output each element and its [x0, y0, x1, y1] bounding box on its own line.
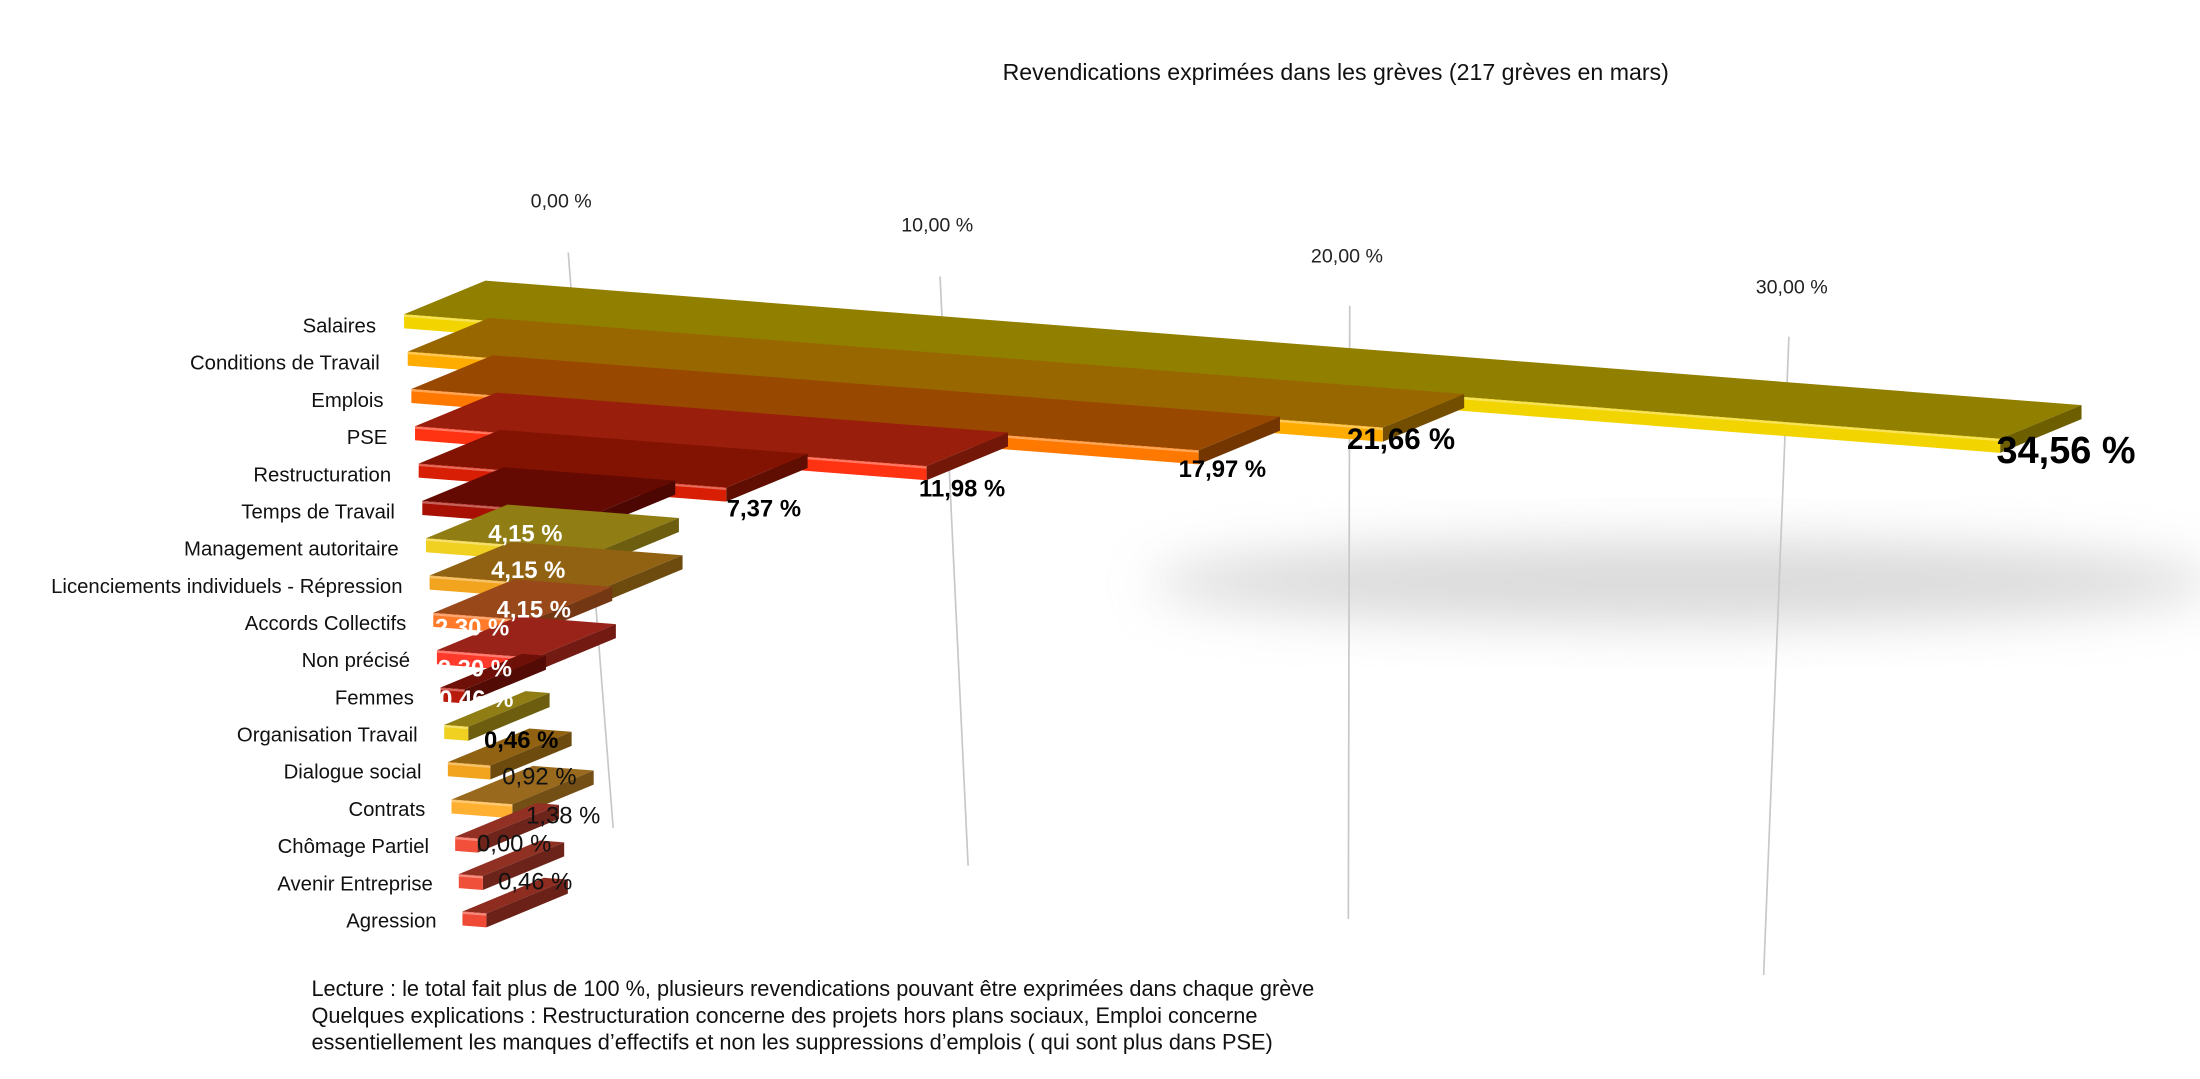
bar-end-face [468, 693, 550, 741]
data-label: 0,46 % [439, 686, 513, 713]
bar-highlight [462, 911, 487, 916]
x-tick-label: 20,00 % [1311, 245, 1383, 267]
data-label: 0,46 % [498, 869, 572, 896]
category-label: Emplois [311, 390, 383, 412]
data-label: 21,66 % [1347, 423, 1455, 456]
bar-end-face [1198, 416, 1280, 465]
bar-shadow [1150, 540, 2200, 625]
bar-top-face [440, 653, 546, 690]
category-label: Salaires [303, 316, 376, 338]
category-label: Agression [346, 910, 436, 932]
category-label: Dialogue social [284, 762, 422, 784]
bar [440, 653, 546, 704]
bar-front-face [444, 724, 469, 741]
bar-top-face [447, 728, 572, 766]
bar [458, 840, 565, 891]
bar [462, 877, 568, 928]
bar-end-face [490, 731, 572, 780]
bar-top-face [407, 317, 1465, 428]
bar [447, 728, 572, 780]
data-label: 0,92 % [502, 763, 576, 790]
bar-front-face [455, 836, 478, 853]
bar-front-face [440, 687, 465, 704]
category-label: Femmes [335, 687, 414, 709]
x-tick-label: 30,00 % [1756, 276, 1828, 298]
bar-end-face [726, 453, 808, 502]
bar-top-face [433, 579, 613, 621]
data-label: 0,00 % [477, 831, 551, 858]
bar [455, 803, 559, 853]
bar-end-face [926, 432, 1008, 481]
category-label: Non précisé [302, 650, 410, 672]
bar-end-face [464, 655, 546, 704]
bar-end-face [601, 555, 683, 603]
bar-top-face [404, 280, 2082, 439]
bar-front-face [447, 762, 491, 780]
data-label: 17,97 % [1179, 456, 1267, 483]
bar-top-face [451, 765, 594, 805]
bar-end-face [534, 624, 616, 672]
bar-highlight [451, 799, 513, 807]
bar-top-face [444, 691, 550, 727]
bar-top-face [429, 541, 683, 589]
note-line-3: essentiellement les manques d’effectifs … [311, 1030, 1272, 1055]
data-label: 0,46 % [484, 727, 558, 754]
bar-end-face [2000, 405, 2082, 453]
bar-front-face [451, 799, 513, 819]
bar-front-face [458, 874, 483, 891]
data-label: 11,98 % [919, 476, 1005, 503]
bar-highlight [447, 762, 491, 768]
bar-top-face [436, 616, 616, 658]
category-label: Organisation Travail [237, 725, 418, 747]
bar-highlight [444, 725, 469, 730]
gridline [1762, 336, 1790, 976]
bar [444, 691, 550, 741]
data-label: 7,37 % [727, 495, 801, 522]
bar-top-face [422, 467, 676, 515]
category-label: Avenir Entreprise [277, 873, 433, 895]
category-label: Licenciements individuels - Répression [51, 576, 402, 598]
chart-title: Revendications exprimées dans les grèves… [1003, 59, 1669, 85]
bar-front-face [462, 911, 487, 928]
bar-top-face [462, 877, 568, 914]
data-label: 4,15 % [491, 557, 565, 584]
bar-highlight [458, 874, 483, 879]
data-label: 1,38 % [526, 803, 600, 830]
x-tick-label: 0,00 % [531, 191, 592, 213]
data-label: 2,30 % [438, 655, 512, 682]
data-label: 4,15 % [488, 521, 562, 548]
bar-highlight [440, 687, 465, 692]
category-label: PSE [347, 427, 388, 449]
bar-end-face [1382, 394, 1465, 442]
category-label: Contrats [348, 799, 425, 821]
category-label: Restructuration [253, 464, 391, 486]
bar-highlight [455, 837, 478, 842]
x-tick-label: 10,00 % [901, 215, 973, 237]
bar-top-face [418, 429, 808, 488]
data-label: 4,15 % [497, 596, 571, 623]
bar-end-face [477, 804, 559, 853]
bar-top-face [425, 504, 679, 552]
bar-top-face [411, 355, 1280, 451]
data-label: 2,30 % [435, 615, 509, 642]
data-label: 34,56 % [1997, 430, 2136, 472]
note-line-1: Lecture : le total fait plus de 100 %, p… [311, 976, 1314, 1001]
bar-top-face [415, 392, 1008, 467]
note-line-2: Quelques explications : Restructuration … [311, 1003, 1257, 1028]
category-label: Chômage Partiel [278, 836, 429, 858]
bar-top-face [455, 803, 559, 839]
bar-top-face [458, 840, 565, 877]
bar-end-face [482, 842, 565, 891]
category-label: Temps de Travail [241, 501, 395, 523]
category-label: Management autoritaire [184, 539, 399, 561]
category-label: Accords Collectifs [245, 613, 407, 635]
category-label: Conditions de Travail [190, 353, 380, 375]
bar-end-face [486, 879, 568, 928]
